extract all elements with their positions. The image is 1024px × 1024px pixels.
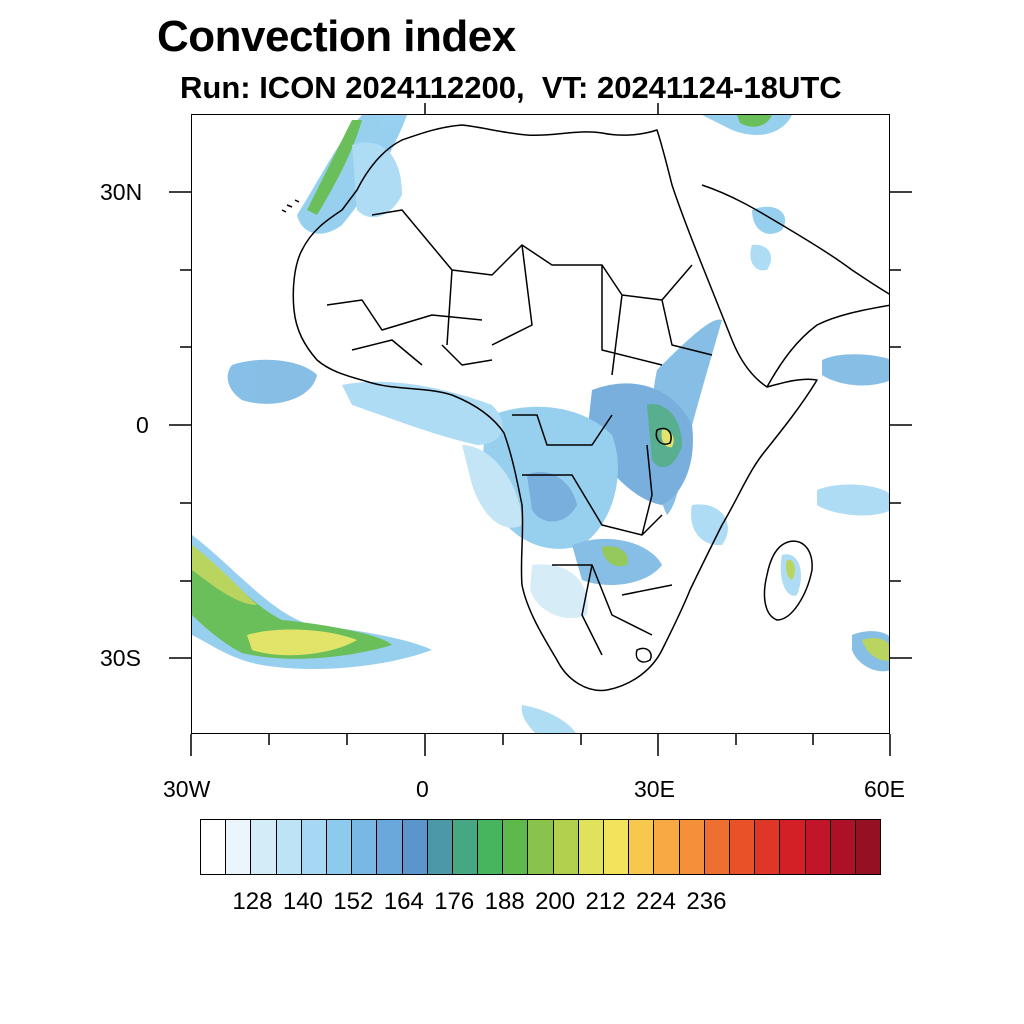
convection-area-arabia bbox=[752, 206, 786, 234]
colorbar-label: 236 bbox=[686, 888, 727, 915]
convection-area-indian-1 bbox=[817, 484, 889, 516]
colorbar-boxes bbox=[200, 819, 881, 875]
map-subtitle: Run: ICON 2024112200, VT: 20241124-18UTC bbox=[180, 70, 842, 105]
colorbar-label: 224 bbox=[635, 888, 677, 915]
convection-area-arabia-2 bbox=[750, 244, 772, 271]
x-tick-30w: 30W bbox=[163, 776, 211, 802]
convection-area-south-cyan bbox=[521, 705, 576, 733]
colorbar-label: 212 bbox=[585, 888, 626, 915]
convection-area-zambia-core bbox=[602, 546, 628, 567]
map-title: Convection index bbox=[157, 12, 516, 61]
borders-2 bbox=[512, 414, 673, 656]
convection-area-algeria bbox=[352, 142, 402, 218]
lesotho bbox=[635, 647, 652, 663]
africa-coastline bbox=[292, 124, 818, 692]
convection-area-sw-atlantic-core bbox=[247, 629, 357, 656]
colorbar-swatch bbox=[402, 820, 428, 874]
colorbar-label: 140 bbox=[282, 888, 323, 915]
x-tick-60e: 60E bbox=[864, 776, 905, 802]
colorbar-swatch bbox=[377, 820, 403, 874]
colorbar-swatch bbox=[604, 820, 630, 874]
y-tick-30n: 30N bbox=[100, 179, 143, 205]
colorbar bbox=[200, 819, 881, 875]
colorbar-swatch bbox=[276, 820, 302, 874]
convection-area-med-core bbox=[737, 115, 772, 127]
colorbar-swatch bbox=[679, 820, 705, 874]
colorbar-swatch bbox=[201, 820, 227, 874]
colorbar-label: 176 bbox=[434, 888, 475, 915]
colorbar-swatch bbox=[427, 820, 453, 874]
convection-area-morocco bbox=[297, 115, 407, 234]
colorbar-swatch bbox=[301, 820, 327, 874]
colorbar-swatch bbox=[729, 820, 756, 874]
x-tick-0: 0 bbox=[416, 776, 429, 802]
colorbar-label: 200 bbox=[535, 888, 576, 915]
convection-area-coast-sw bbox=[462, 445, 522, 528]
colorbar-swatch bbox=[755, 820, 781, 874]
colorbar-label: 128 bbox=[232, 888, 273, 915]
madagascar-coastline bbox=[763, 540, 813, 621]
colorbar-swatch bbox=[578, 820, 604, 874]
convection-area-congo-core bbox=[527, 471, 577, 522]
map-area[interactable] bbox=[191, 114, 890, 734]
lake-victoria bbox=[655, 427, 672, 445]
colorbar-swatch bbox=[629, 820, 655, 874]
colorbar-label: 188 bbox=[484, 888, 525, 915]
coastlines bbox=[281, 124, 889, 692]
convection-field bbox=[192, 115, 889, 733]
colorbar-swatch bbox=[326, 820, 353, 874]
colorbar-swatch bbox=[830, 820, 856, 874]
canary-islands bbox=[281, 199, 300, 213]
borders-3 bbox=[326, 299, 493, 366]
y-tick-30s: 30S bbox=[100, 645, 141, 671]
convection-area-atlantic-blob bbox=[227, 359, 317, 404]
colorbar-swatch bbox=[855, 820, 881, 874]
colorbar-label: 164 bbox=[383, 888, 424, 915]
colorbar-label: 152 bbox=[333, 888, 374, 915]
colorbar-swatch bbox=[503, 820, 529, 874]
convection-area-namibia bbox=[530, 564, 588, 619]
borders-1 bbox=[371, 209, 713, 376]
colorbar-swatch bbox=[780, 820, 806, 874]
colorbar-swatch bbox=[226, 820, 252, 874]
convection-area-gulf bbox=[342, 381, 503, 445]
colorbar-swatch bbox=[478, 820, 504, 874]
convection-area-sw-atlantic-mid bbox=[192, 545, 392, 659]
colorbar-swatch bbox=[805, 820, 831, 874]
colorbar-swatch bbox=[704, 820, 730, 874]
convection-area-east-africa bbox=[691, 504, 728, 546]
colorbar-swatch bbox=[528, 820, 554, 874]
colorbar-swatch bbox=[251, 820, 277, 874]
convection-area-morocco-core bbox=[307, 120, 362, 215]
convection-area-indian-2 bbox=[822, 354, 889, 386]
colorbar-swatch bbox=[452, 820, 479, 874]
colorbar-swatch bbox=[654, 820, 680, 874]
convection-area-indian-3-core bbox=[862, 638, 889, 661]
arabia-coastline bbox=[701, 184, 889, 388]
x-tick-30e: 30E bbox=[634, 776, 675, 802]
convection-area-sw-atlantic-strip bbox=[192, 545, 257, 605]
colorbar-swatch bbox=[352, 820, 378, 874]
convection-area-madagascar-core bbox=[786, 559, 795, 580]
colorbar-swatch bbox=[553, 820, 579, 874]
y-tick-0: 0 bbox=[136, 412, 149, 438]
map-canvas bbox=[192, 115, 889, 733]
